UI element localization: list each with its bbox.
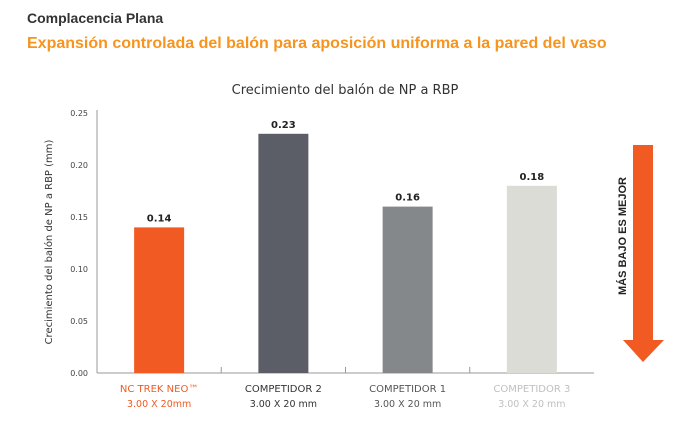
x-category-label: COMPETIDOR 3 <box>493 384 570 395</box>
section-title: Complacencia Plana <box>27 10 164 26</box>
x-category-sublabel: 3.00 X 20 mm <box>498 399 565 410</box>
data-label: 0.14 <box>147 213 172 224</box>
arrow-annotation: MÁS BAJO ES MEJOR <box>616 177 629 295</box>
x-category-label: COMPETIDOR 1 <box>369 384 446 395</box>
y-tick-label: 0.05 <box>70 317 88 326</box>
data-label: 0.18 <box>520 172 545 183</box>
bar <box>506 185 557 373</box>
data-label: 0.16 <box>395 193 420 204</box>
x-category-sublabel: 3.00 X 20 mm <box>374 399 441 410</box>
y-tick-label: 0.25 <box>70 109 88 118</box>
y-tick-label: 0.00 <box>70 369 88 378</box>
section-subtitle: Expansión controlada del balón para apos… <box>27 35 607 52</box>
bar <box>382 206 433 373</box>
y-tick-label: 0.15 <box>70 213 88 222</box>
lower-is-better-arrow: MÁS BAJO ES MEJOR <box>616 145 664 362</box>
x-category-label: NC TREK NEO™ <box>120 384 198 395</box>
y-tick-label: 0.20 <box>70 161 88 170</box>
data-label: 0.23 <box>271 120 296 131</box>
y-axis-label: Crecimiento del balón de NP a RBP (mm) <box>43 139 55 344</box>
bar <box>258 133 309 373</box>
x-category-sublabel: 3.00 X 20 mm <box>250 399 317 410</box>
chart-title: Crecimiento del balón de NP a RBP <box>232 83 459 98</box>
y-tick-label: 0.10 <box>70 265 88 274</box>
x-category-sublabel: 3.00 X 20mm <box>127 399 191 410</box>
bar <box>134 227 185 373</box>
x-category-label: COMPETIDOR 2 <box>245 384 322 395</box>
